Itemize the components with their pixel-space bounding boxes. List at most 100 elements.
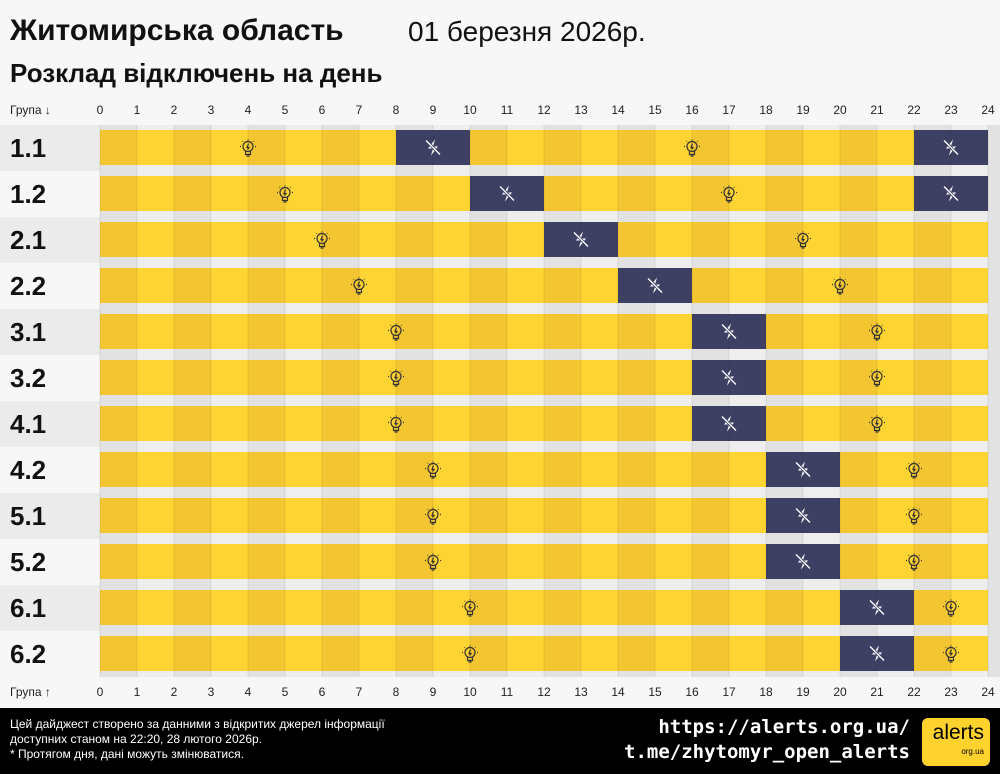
power-on-cell: [248, 452, 285, 487]
power-on-cell: [248, 498, 285, 533]
power-on-cell: [544, 176, 581, 211]
power-on-cell: [433, 268, 470, 303]
tick-label: 7: [355, 103, 363, 117]
power-on-cell: [803, 314, 840, 349]
power-on-cell: [914, 452, 951, 487]
tick-label: 23: [944, 685, 958, 699]
no-power-icon: [794, 507, 812, 524]
tick-label: 11: [500, 685, 514, 699]
power-on-cell: [914, 590, 951, 625]
power-on-cell: [470, 590, 507, 625]
power-on-cell: [433, 406, 470, 441]
power-on-cell: [248, 314, 285, 349]
power-on-cell: [359, 268, 396, 303]
power-on-cell: [803, 360, 840, 395]
tick-label: 3: [207, 103, 215, 117]
power-on-cell: [914, 314, 951, 349]
power-on-cell: [840, 268, 877, 303]
tick-label: 24: [981, 103, 995, 117]
power-on-cell: [433, 452, 470, 487]
power-on-cell: [211, 406, 248, 441]
power-on-cell: [655, 222, 692, 257]
power-on-cell: [433, 176, 470, 211]
power-on-cell: [248, 360, 285, 395]
power-on-cell: [692, 176, 729, 211]
power-on-cell: [433, 314, 470, 349]
tick-label: 4: [244, 685, 252, 699]
power-on-cell: [951, 636, 988, 671]
power-on-cell: [285, 590, 322, 625]
lightbulb-icon: [869, 415, 885, 433]
power-on-cell: [581, 544, 618, 579]
power-on-cell: [211, 268, 248, 303]
row-label-bg: [0, 309, 100, 355]
power-on-cell: [285, 314, 322, 349]
power-on-cell: [248, 176, 285, 211]
power-on-cell: [211, 636, 248, 671]
power-on-cell: [285, 636, 322, 671]
power-on-cell: [914, 406, 951, 441]
site-link[interactable]: https://alerts.org.ua/: [658, 716, 910, 738]
power-on-cell: [618, 590, 655, 625]
lightbulb-icon: [388, 323, 404, 341]
power-on-cell: [803, 268, 840, 303]
power-on-cell: [248, 544, 285, 579]
power-on-cell: [914, 498, 951, 533]
lightbulb-icon: [906, 553, 922, 571]
power-on-cell: [692, 544, 729, 579]
lightbulb-icon: [388, 415, 404, 433]
tick-label: 24: [981, 685, 995, 699]
power-on-cell: [470, 636, 507, 671]
power-on-cell: [877, 130, 914, 165]
no-power-icon: [498, 185, 516, 202]
power-on-cell: [581, 360, 618, 395]
row-label-bg: [0, 125, 100, 171]
axis-label-top: Група ↓: [10, 103, 51, 117]
power-on-cell: [729, 544, 766, 579]
power-on-cell: [100, 636, 137, 671]
power-on-cell: [877, 360, 914, 395]
lightbulb-icon: [869, 323, 885, 341]
power-on-cell: [618, 452, 655, 487]
power-on-cell: [137, 406, 174, 441]
lightbulb-icon: [425, 461, 441, 479]
tick-label: 18: [759, 685, 773, 699]
power-on-cell: [396, 176, 433, 211]
power-on-cell: [840, 406, 877, 441]
power-on-cell: [248, 406, 285, 441]
row-label-bg: [0, 493, 100, 539]
power-on-cell: [322, 176, 359, 211]
tick-label: 15: [648, 685, 662, 699]
tick-label: 0: [96, 685, 104, 699]
power-on-cell: [433, 222, 470, 257]
power-on-cell: [507, 314, 544, 349]
power-on-cell: [470, 222, 507, 257]
power-on-cell: [396, 314, 433, 349]
tick-label: 15: [648, 103, 662, 117]
power-on-cell: [359, 498, 396, 533]
power-on-cell: [692, 636, 729, 671]
power-on-cell: [581, 452, 618, 487]
tick-label: 14: [611, 685, 625, 699]
power-on-cell: [322, 452, 359, 487]
power-on-cell: [507, 498, 544, 533]
power-on-cell: [174, 590, 211, 625]
power-on-cell: [100, 130, 137, 165]
power-on-cell: [544, 314, 581, 349]
group-label: 1.1: [10, 133, 47, 163]
power-on-cell: [470, 130, 507, 165]
power-on-cell: [470, 314, 507, 349]
power-on-cell: [359, 314, 396, 349]
power-on-cell: [729, 268, 766, 303]
power-on-cell: [877, 498, 914, 533]
tick-label: 18: [759, 103, 773, 117]
no-power-icon: [424, 139, 442, 156]
group-label: 4.1: [10, 409, 47, 439]
lightbulb-icon: [314, 231, 330, 249]
telegram-link[interactable]: t.me/zhytomyr_open_alerts: [624, 741, 910, 763]
footer: Цей дайджест створено за данними з відкр…: [0, 708, 1000, 774]
power-on-cell: [951, 590, 988, 625]
no-power-icon: [720, 415, 738, 432]
tick-label: 19: [796, 103, 810, 117]
power-on-cell: [211, 544, 248, 579]
